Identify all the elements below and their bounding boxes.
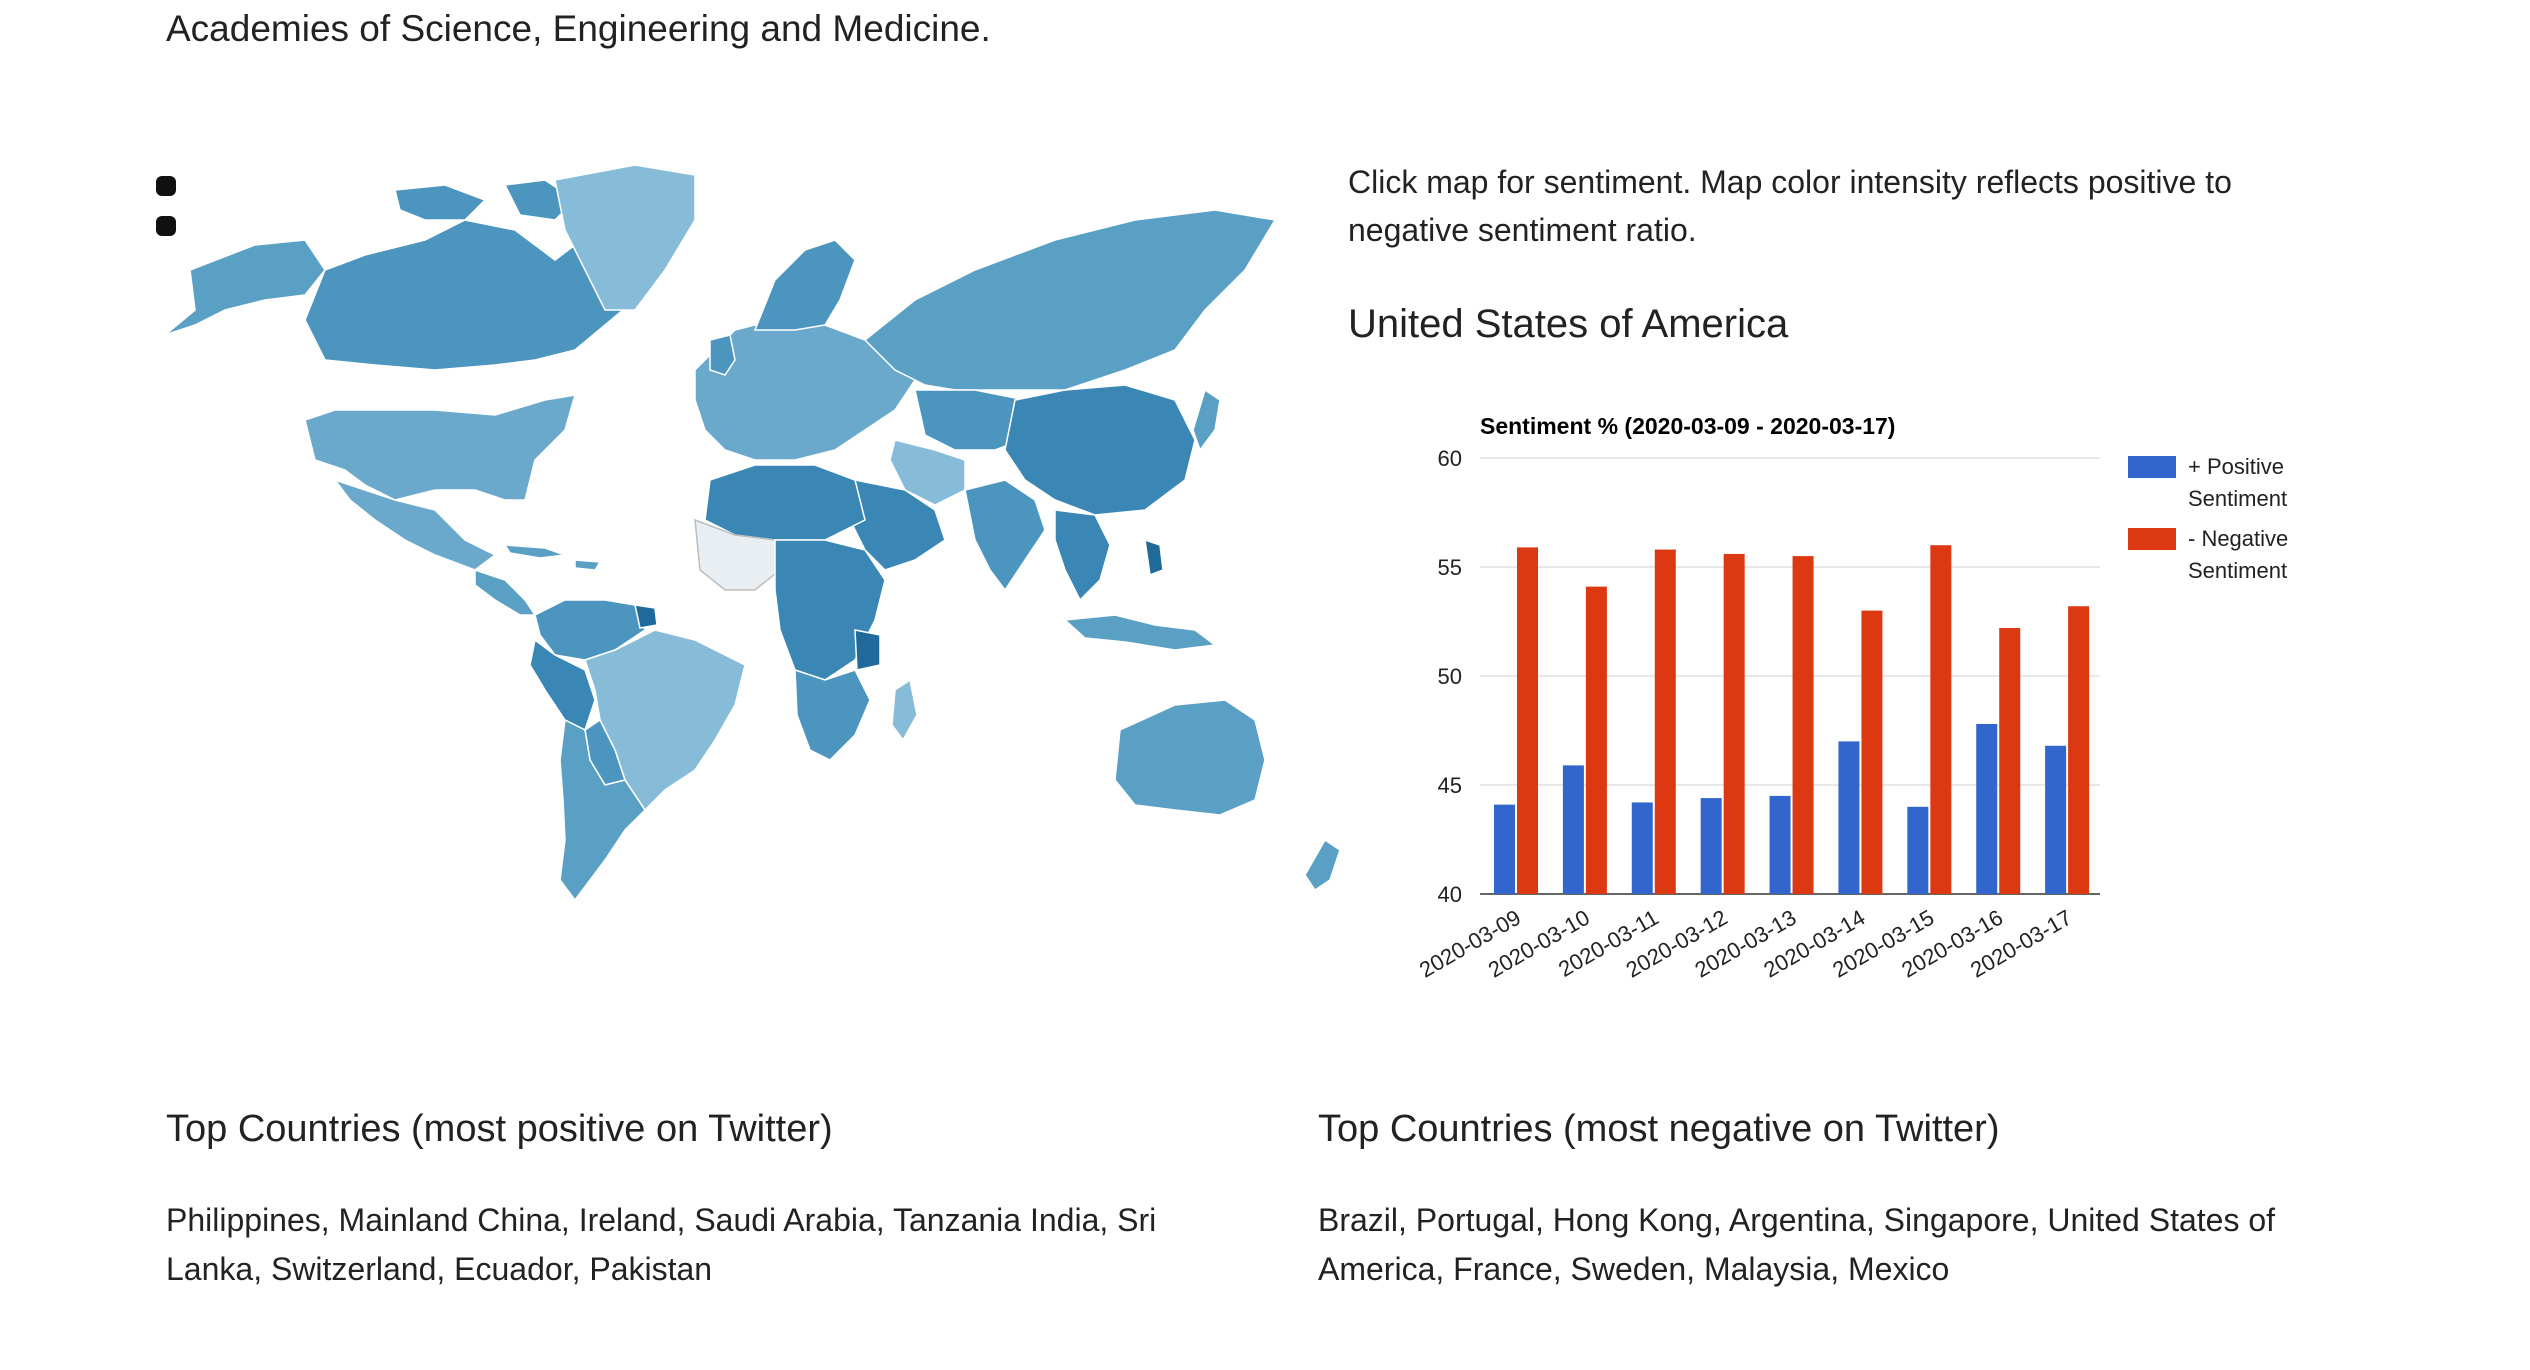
intro-text: Academies of Science, Engineering and Me… xyxy=(166,8,991,49)
bar-negative xyxy=(1517,547,1538,894)
bar-negative xyxy=(1930,545,1952,894)
y-tick-label: 40 xyxy=(1438,882,1462,907)
y-tick-label: 50 xyxy=(1438,664,1462,689)
map-country-japan[interactable] xyxy=(1192,388,1221,452)
map-country-arctic-islands[interactable] xyxy=(394,179,577,221)
bar-positive xyxy=(1838,741,1860,894)
bar-negative xyxy=(1861,610,1883,894)
bar-negative xyxy=(1654,549,1676,894)
bar-negative xyxy=(1723,553,1745,894)
positive-heading: Top Countries (most positive on Twitter) xyxy=(166,1108,833,1150)
map-country-argentina-chile[interactable] xyxy=(559,718,646,902)
map-country-russia[interactable] xyxy=(863,209,1277,391)
legend-swatch-positive xyxy=(2128,456,2176,478)
bar-positive xyxy=(1494,804,1515,894)
world-map[interactable] xyxy=(135,160,1355,920)
map-country-north-africa[interactable] xyxy=(704,464,866,541)
positive-list: Philippines, Mainland China, Ireland, Sa… xyxy=(166,1202,1157,1287)
map-country-alaska[interactable] xyxy=(164,239,326,336)
zoom-out-icon[interactable] xyxy=(156,216,176,236)
legend-label: Sentiment xyxy=(2188,558,2287,583)
y-tick-label: 60 xyxy=(1438,446,1462,471)
map-country-west-africa[interactable] xyxy=(694,518,781,591)
chart-title: Sentiment % (2020-03-09 - 2020-03-17) xyxy=(1480,413,1895,439)
map-country-usa[interactable] xyxy=(304,394,577,501)
legend-label: Sentiment xyxy=(2188,486,2287,511)
map-country-china[interactable] xyxy=(1004,384,1196,516)
map-country-australia[interactable] xyxy=(1114,699,1266,816)
map-country-caribbean[interactable] xyxy=(503,544,602,571)
y-tick-label: 55 xyxy=(1438,555,1462,580)
map-country-iran[interactable] xyxy=(889,439,966,506)
bar-negative xyxy=(2068,606,2090,894)
map-country-indonesia[interactable] xyxy=(1063,614,1217,651)
map-country-guyana[interactable] xyxy=(634,604,658,629)
bar-positive xyxy=(1562,765,1584,894)
legend-label: - Negative xyxy=(2188,526,2288,551)
map-country-scandinavia[interactable] xyxy=(753,239,856,331)
bar-negative xyxy=(1585,586,1607,894)
sentiment-chart: Sentiment % (2020-03-09 - 2020-03-17) 40… xyxy=(1380,390,2320,1010)
map-country-new-zealand[interactable] xyxy=(1304,838,1341,892)
bar-positive xyxy=(1907,806,1929,894)
map-country-madagascar[interactable] xyxy=(891,678,918,742)
map-country-tanzania[interactable] xyxy=(854,629,881,671)
bar-positive xyxy=(1976,723,1998,894)
bar-negative xyxy=(1999,628,2021,894)
map-country-southeast-asia[interactable] xyxy=(1054,509,1111,602)
map-country-uk[interactable] xyxy=(709,334,736,376)
map-country-philippines[interactable] xyxy=(1144,538,1164,577)
zoom-in-icon[interactable] xyxy=(156,176,176,196)
bar-negative xyxy=(1792,556,1814,894)
bar-positive xyxy=(1631,802,1653,894)
y-tick-label: 45 xyxy=(1438,773,1462,798)
map-country-greenland[interactable] xyxy=(554,164,696,311)
negative-list: Brazil, Portugal, Hong Kong, Argentina, … xyxy=(1318,1202,2276,1287)
bar-positive xyxy=(1769,795,1791,894)
negative-heading: Top Countries (most negative on Twitter) xyxy=(1318,1108,2000,1150)
bar-positive xyxy=(1700,798,1722,894)
map-country-india[interactable] xyxy=(964,479,1046,592)
legend-swatch-negative xyxy=(2128,528,2176,550)
map-instructions: Click map for sentiment. Map color inten… xyxy=(1348,164,2232,248)
map-country-saudi-arabia[interactable] xyxy=(849,479,946,571)
map-country-central-america[interactable] xyxy=(474,568,537,616)
legend-label: + Positive xyxy=(2188,454,2284,479)
bar-positive xyxy=(2045,745,2067,894)
selected-country-name: United States of America xyxy=(1348,302,1789,346)
map-country-colombia-venezuela[interactable] xyxy=(534,599,646,661)
map-country-southern-africa[interactable] xyxy=(794,668,871,761)
